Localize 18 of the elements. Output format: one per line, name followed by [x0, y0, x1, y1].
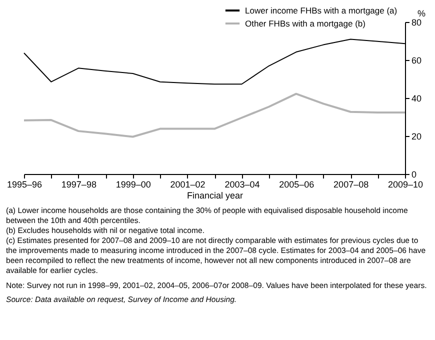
- x-tick-label: 2009–10: [388, 180, 424, 190]
- x-tick-label: 2007–08: [334, 180, 369, 190]
- x-axis-title: Financial year: [186, 190, 244, 200]
- y-tick-label: 20: [412, 132, 422, 142]
- y-tick-label: 40: [412, 94, 422, 104]
- x-tick-label: 2003–04: [224, 180, 260, 190]
- y-tick-label: 0: [412, 170, 417, 180]
- x-tick-label: 2001–02: [170, 180, 206, 190]
- legend-label: Lower income FHBs with a mortgage (a): [245, 6, 398, 16]
- x-tick-label: 1999–00: [116, 180, 151, 190]
- x-tick-label: 2005–06: [279, 180, 314, 190]
- y-tick-label: 60: [412, 56, 422, 66]
- line-series: [23, 92, 406, 138]
- x-tick-label: 1995–96: [6, 180, 42, 190]
- y-tick-label: 80: [412, 18, 422, 28]
- y-axis-title: %: [417, 8, 426, 18]
- legend-label: Other FHBs with a mortgage (b): [245, 18, 366, 28]
- x-tick-label: 1997–98: [61, 180, 96, 190]
